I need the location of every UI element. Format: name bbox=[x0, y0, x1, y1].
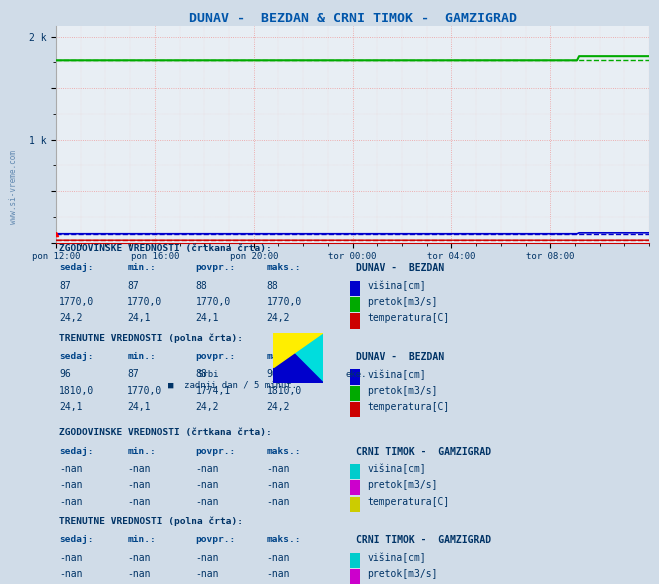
Text: min.:: min.: bbox=[127, 263, 156, 272]
Text: 1810,0: 1810,0 bbox=[59, 386, 94, 396]
FancyBboxPatch shape bbox=[349, 464, 360, 479]
Text: 96: 96 bbox=[59, 370, 71, 380]
Text: pretok[m3/s]: pretok[m3/s] bbox=[368, 481, 438, 491]
Text: -nan: -nan bbox=[196, 464, 219, 474]
Text: TRENUTNE VREDNOSTI (polna črta):: TRENUTNE VREDNOSTI (polna črta): bbox=[59, 517, 243, 526]
Text: 87: 87 bbox=[127, 370, 139, 380]
Text: sedaj:: sedaj: bbox=[59, 263, 94, 272]
Text: -nan: -nan bbox=[266, 569, 290, 579]
Text: -nan: -nan bbox=[127, 481, 151, 491]
FancyBboxPatch shape bbox=[349, 569, 360, 584]
Text: -nan: -nan bbox=[196, 497, 219, 507]
Text: 24,1: 24,1 bbox=[196, 314, 219, 324]
Text: -nan: -nan bbox=[59, 569, 82, 579]
Text: povpr.:: povpr.: bbox=[196, 352, 236, 361]
Text: maks.:: maks.: bbox=[266, 263, 301, 272]
Text: CRNI TIMOK -  GAMZIGRAD: CRNI TIMOK - GAMZIGRAD bbox=[356, 536, 491, 545]
Text: 24,2: 24,2 bbox=[59, 314, 82, 324]
Text: www.si-vreme.com: www.si-vreme.com bbox=[9, 150, 18, 224]
Text: višina[cm]: višina[cm] bbox=[368, 464, 426, 474]
FancyBboxPatch shape bbox=[349, 370, 360, 385]
Text: -nan: -nan bbox=[127, 464, 151, 474]
Text: eke.: eke. bbox=[346, 370, 368, 378]
Text: min.:: min.: bbox=[127, 352, 156, 361]
Text: sedaj:: sedaj: bbox=[59, 447, 94, 456]
Text: sedaj:: sedaj: bbox=[59, 352, 94, 361]
Polygon shape bbox=[273, 333, 323, 368]
Text: 1810,0: 1810,0 bbox=[266, 386, 302, 396]
Text: pretok[m3/s]: pretok[m3/s] bbox=[368, 386, 438, 396]
Text: min.:: min.: bbox=[127, 447, 156, 456]
Text: -nan: -nan bbox=[127, 553, 151, 563]
Text: 1770,0: 1770,0 bbox=[59, 297, 94, 307]
Text: -nan: -nan bbox=[196, 553, 219, 563]
Text: 24,2: 24,2 bbox=[266, 314, 290, 324]
Text: 1770,0: 1770,0 bbox=[196, 297, 231, 307]
Text: višina[cm]: višina[cm] bbox=[368, 553, 426, 563]
FancyBboxPatch shape bbox=[349, 481, 360, 495]
Text: -nan: -nan bbox=[59, 553, 82, 563]
Text: ZGODOVINSKE VREDNOSTI (črtkana črta):: ZGODOVINSKE VREDNOSTI (črtkana črta): bbox=[59, 244, 272, 253]
Text: TRENUTNE VREDNOSTI (polna črta):: TRENUTNE VREDNOSTI (polna črta): bbox=[59, 333, 243, 343]
Text: -nan: -nan bbox=[266, 481, 290, 491]
Text: 24,2: 24,2 bbox=[196, 402, 219, 412]
Text: višina[cm]: višina[cm] bbox=[368, 280, 426, 291]
Text: CRNI TIMOK -  GAMZIGRAD: CRNI TIMOK - GAMZIGRAD bbox=[356, 447, 491, 457]
Text: 1770,0: 1770,0 bbox=[266, 297, 302, 307]
Text: maks.:: maks.: bbox=[266, 352, 301, 361]
Text: -nan: -nan bbox=[266, 464, 290, 474]
Text: povpr.:: povpr.: bbox=[196, 536, 236, 544]
Text: povpr.:: povpr.: bbox=[196, 447, 236, 456]
Text: -nan: -nan bbox=[266, 553, 290, 563]
Text: -nan: -nan bbox=[59, 481, 82, 491]
FancyBboxPatch shape bbox=[349, 297, 360, 312]
Text: 1770,0: 1770,0 bbox=[127, 386, 162, 396]
Text: 24,1: 24,1 bbox=[127, 314, 151, 324]
Text: 87: 87 bbox=[127, 280, 139, 291]
FancyBboxPatch shape bbox=[349, 497, 360, 512]
Text: sedaj:: sedaj: bbox=[59, 536, 94, 544]
Text: -nan: -nan bbox=[266, 497, 290, 507]
Text: 1774,1: 1774,1 bbox=[196, 386, 231, 396]
Text: Srbi: Srbi bbox=[198, 370, 219, 378]
Text: ■  zadnji dan / 5 minut.: ■ zadnji dan / 5 minut. bbox=[168, 381, 297, 390]
FancyBboxPatch shape bbox=[349, 386, 360, 401]
Text: 87: 87 bbox=[59, 280, 71, 291]
Text: 1770,0: 1770,0 bbox=[127, 297, 162, 307]
Text: ZGODOVINSKE VREDNOSTI (črtkana črta):: ZGODOVINSKE VREDNOSTI (črtkana črta): bbox=[59, 427, 272, 437]
Text: -nan: -nan bbox=[196, 569, 219, 579]
Text: 96: 96 bbox=[266, 370, 278, 380]
Text: -nan: -nan bbox=[127, 497, 151, 507]
Text: temperatura[C]: temperatura[C] bbox=[368, 314, 449, 324]
Text: pretok[m3/s]: pretok[m3/s] bbox=[368, 569, 438, 579]
Text: min.:: min.: bbox=[127, 536, 156, 544]
Text: -nan: -nan bbox=[59, 464, 82, 474]
FancyBboxPatch shape bbox=[349, 402, 360, 418]
Text: temperatura[C]: temperatura[C] bbox=[368, 497, 449, 507]
Text: povpr.:: povpr.: bbox=[196, 263, 236, 272]
FancyBboxPatch shape bbox=[349, 553, 360, 568]
Text: 88: 88 bbox=[196, 280, 207, 291]
Text: 88: 88 bbox=[266, 280, 278, 291]
Text: 24,2: 24,2 bbox=[266, 402, 290, 412]
FancyBboxPatch shape bbox=[349, 280, 360, 296]
Text: -nan: -nan bbox=[127, 569, 151, 579]
Text: DUNAV -  BEZDAN: DUNAV - BEZDAN bbox=[356, 263, 444, 273]
Text: maks.:: maks.: bbox=[266, 536, 301, 544]
Text: maks.:: maks.: bbox=[266, 447, 301, 456]
Text: 88: 88 bbox=[196, 370, 207, 380]
Text: -nan: -nan bbox=[59, 497, 82, 507]
Text: temperatura[C]: temperatura[C] bbox=[368, 402, 449, 412]
Title: DUNAV -  BEZDAN & CRNI TIMOK -  GAMZIGRAD: DUNAV - BEZDAN & CRNI TIMOK - GAMZIGRAD bbox=[188, 12, 517, 25]
Text: 24,1: 24,1 bbox=[59, 402, 82, 412]
Text: -nan: -nan bbox=[196, 481, 219, 491]
Text: višina[cm]: višina[cm] bbox=[368, 370, 426, 380]
Text: 24,1: 24,1 bbox=[127, 402, 151, 412]
FancyBboxPatch shape bbox=[349, 314, 360, 329]
Text: DUNAV -  BEZDAN: DUNAV - BEZDAN bbox=[356, 352, 444, 362]
Polygon shape bbox=[273, 333, 323, 383]
Text: pretok[m3/s]: pretok[m3/s] bbox=[368, 297, 438, 307]
